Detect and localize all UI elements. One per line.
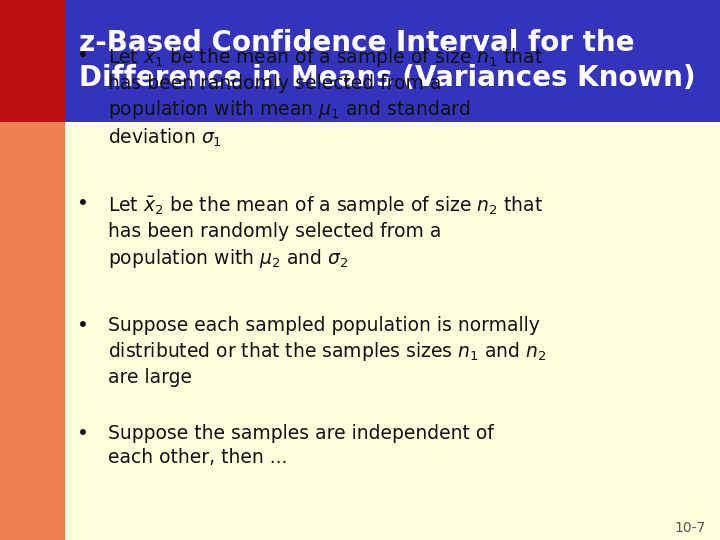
FancyBboxPatch shape (65, 122, 720, 540)
Text: Let $\bar{x}_2$ be the mean of a sample of size $n_2$ that
has been randomly sel: Let $\bar{x}_2$ be the mean of a sample … (108, 194, 543, 269)
Text: •: • (77, 194, 89, 213)
FancyBboxPatch shape (0, 122, 65, 540)
Text: •: • (77, 316, 89, 335)
FancyBboxPatch shape (0, 0, 65, 122)
Text: Suppose each sampled population is normally
distributed or that the samples size: Suppose each sampled population is norma… (108, 316, 546, 387)
Text: 10-7: 10-7 (675, 521, 706, 535)
Text: Let $\bar{x}_1$ be the mean of a sample of size $n_1$ that
has been randomly sel: Let $\bar{x}_1$ be the mean of a sample … (108, 46, 543, 149)
FancyBboxPatch shape (65, 0, 720, 122)
Text: •: • (77, 424, 89, 443)
Text: Suppose the samples are independent of
each other, then ...: Suppose the samples are independent of e… (108, 424, 494, 467)
Text: •: • (77, 46, 89, 65)
Text: z-Based Confidence Interval for the
Difference in Means (Variances Known): z-Based Confidence Interval for the Diff… (79, 30, 696, 92)
